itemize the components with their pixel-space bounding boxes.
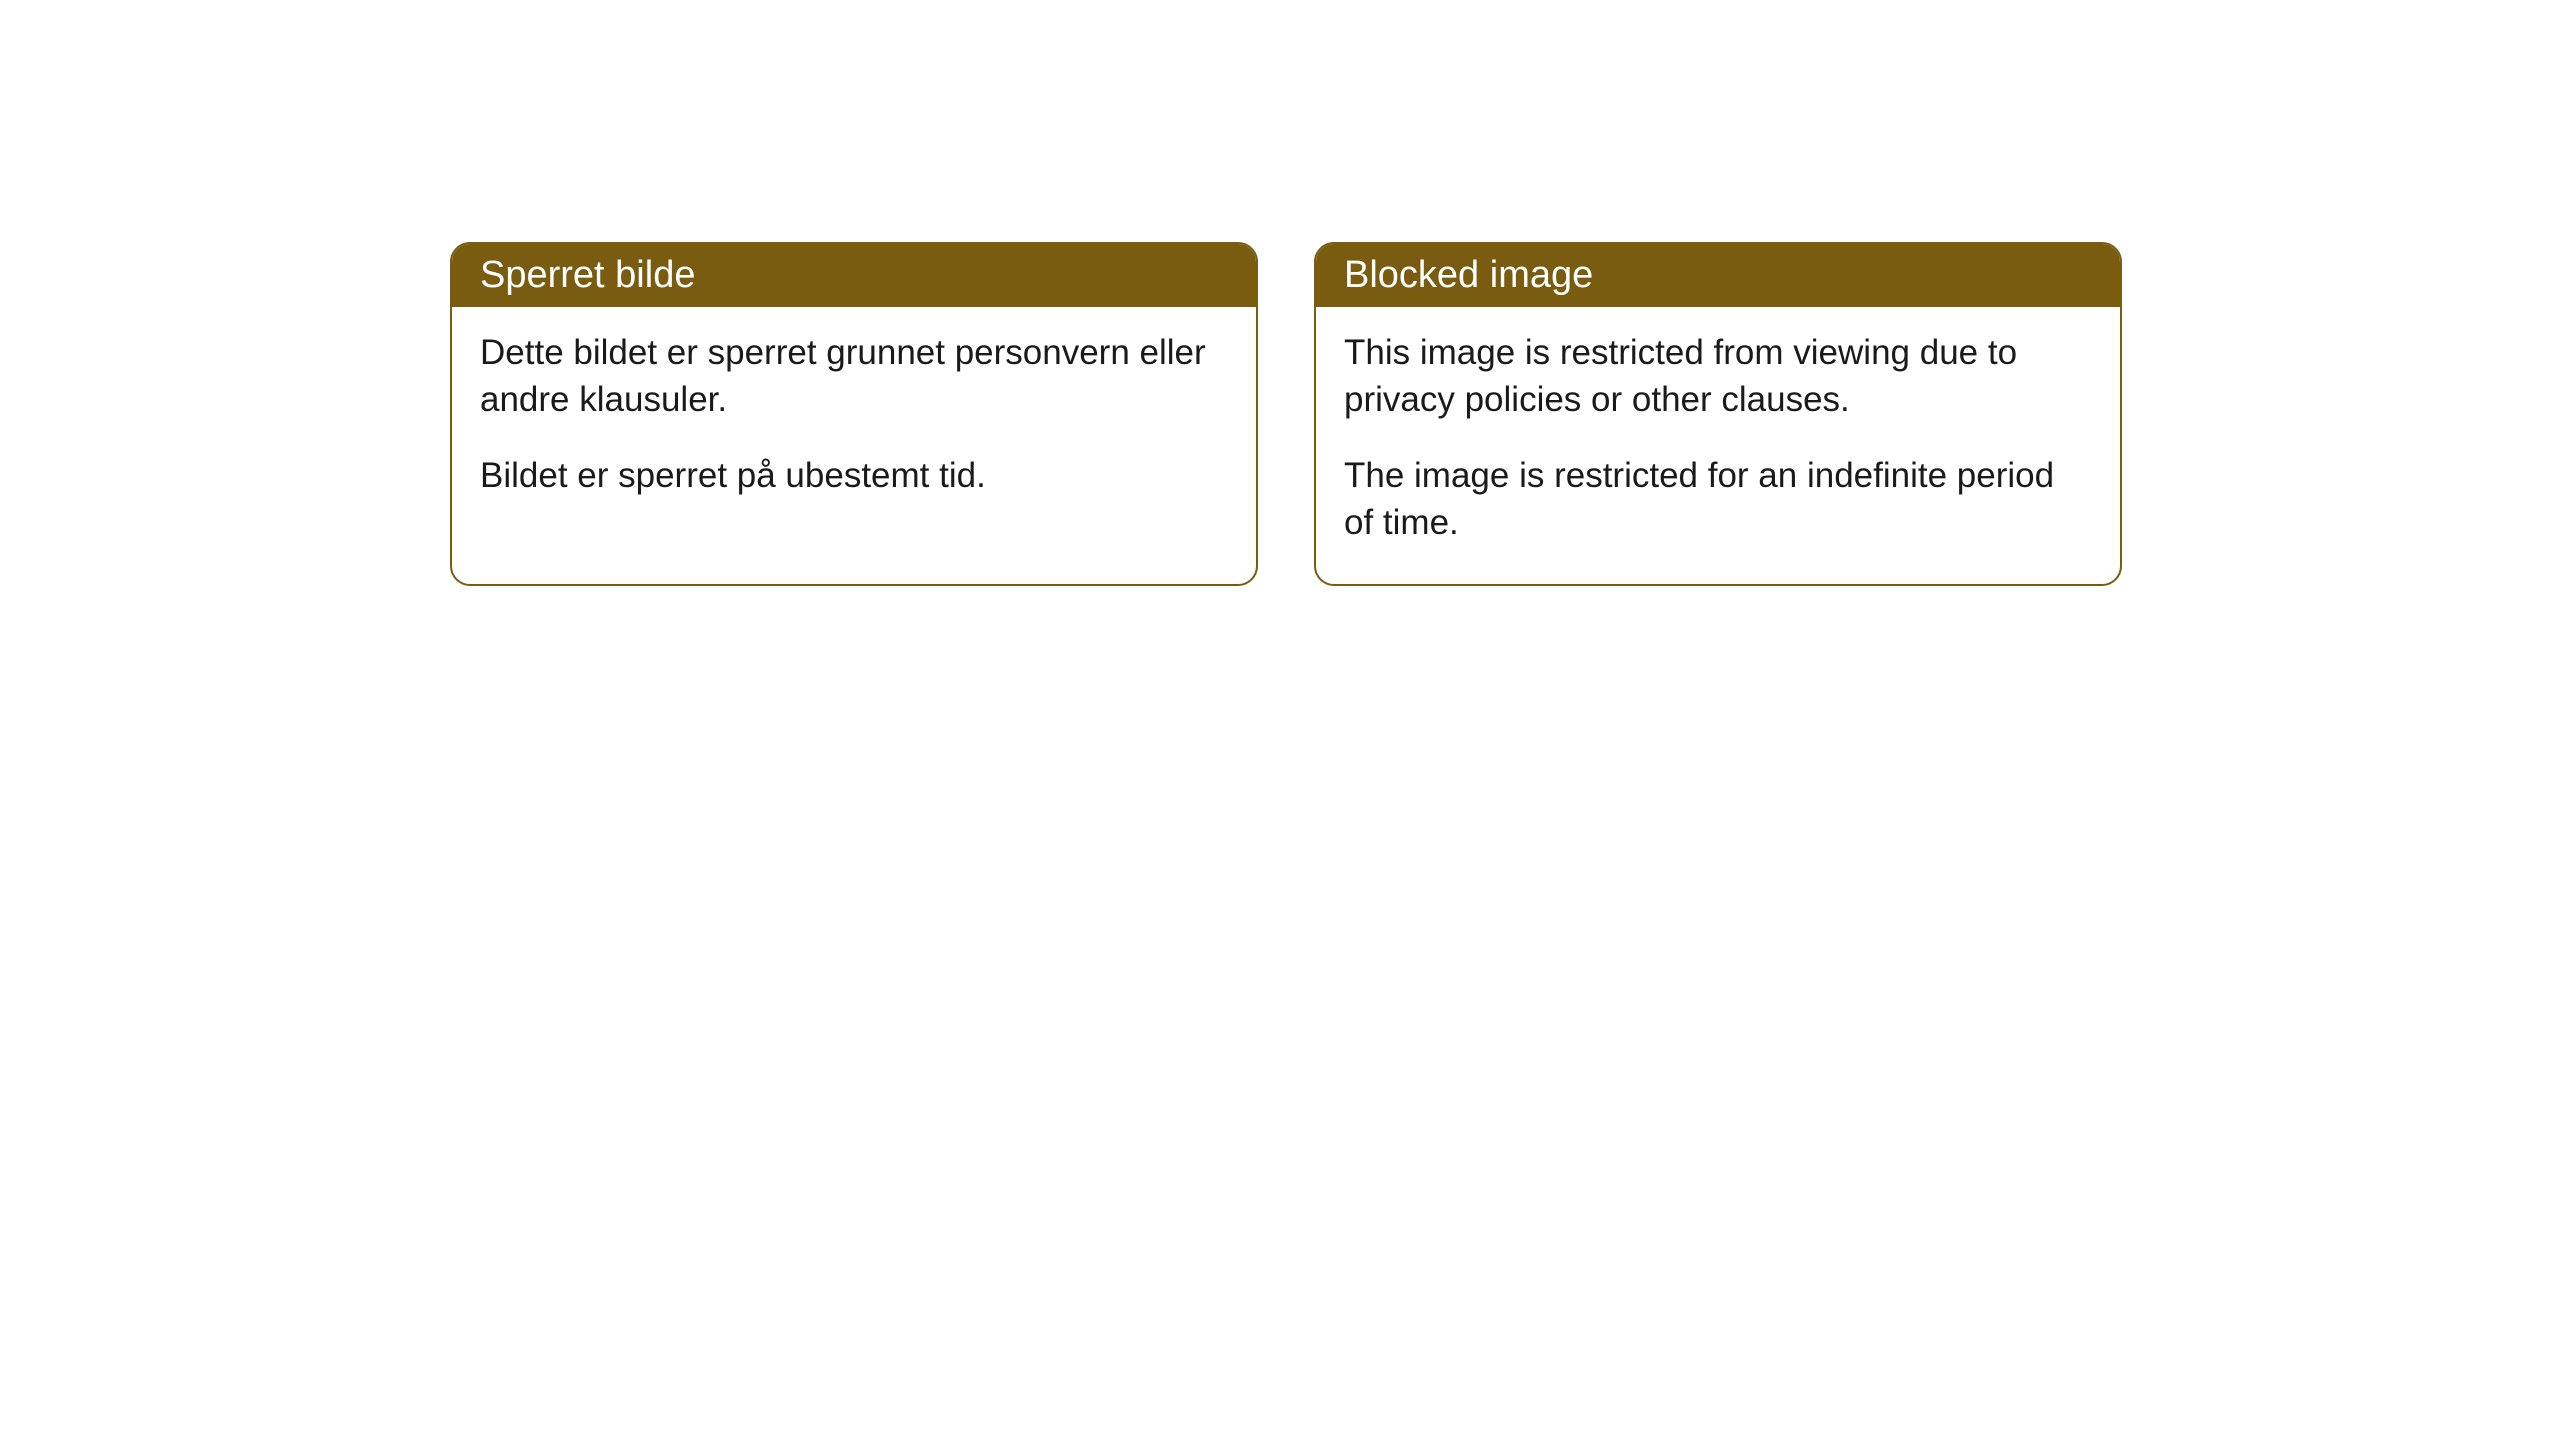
card-paragraph: Dette bildet er sperret grunnet personve… xyxy=(480,329,1228,424)
card-body: Dette bildet er sperret grunnet personve… xyxy=(452,307,1256,537)
card-paragraph: This image is restricted from viewing du… xyxy=(1344,329,2092,424)
blocked-image-card-english: Blocked image This image is restricted f… xyxy=(1314,242,2122,586)
blocked-image-cards: Sperret bilde Dette bildet er sperret gr… xyxy=(450,242,2122,586)
card-header: Blocked image xyxy=(1316,244,2120,307)
card-title: Blocked image xyxy=(1344,254,1593,296)
card-paragraph: Bildet er sperret på ubestemt tid. xyxy=(480,452,1228,499)
card-title: Sperret bilde xyxy=(480,254,695,296)
card-header: Sperret bilde xyxy=(452,244,1256,307)
card-paragraph: The image is restricted for an indefinit… xyxy=(1344,452,2092,547)
card-body: This image is restricted from viewing du… xyxy=(1316,307,2120,584)
blocked-image-card-norwegian: Sperret bilde Dette bildet er sperret gr… xyxy=(450,242,1258,586)
